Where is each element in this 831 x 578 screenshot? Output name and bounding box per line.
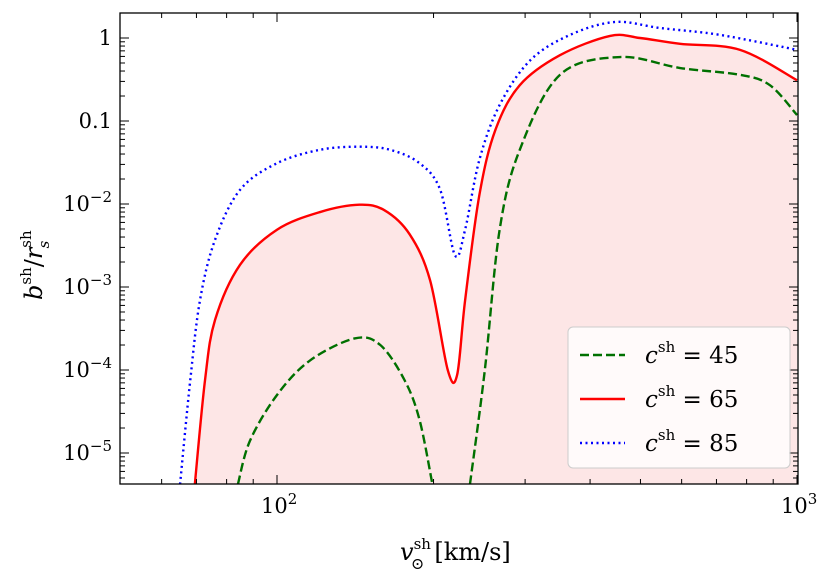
legend-item: csh = 65 <box>580 382 738 413</box>
legend-label: csh = 65 <box>645 382 738 413</box>
legend-label: csh = 85 <box>645 426 738 457</box>
series-line-c45 <box>236 336 434 484</box>
series-line-c65 <box>193 33 798 484</box>
legend-item: csh = 45 <box>580 338 738 369</box>
legend-label: csh = 45 <box>645 338 738 369</box>
y-tick-label: 10−5 <box>63 437 112 465</box>
x-tick-label: 102 <box>261 490 297 518</box>
x-tick-label: 103 <box>781 490 817 518</box>
ticks <box>120 13 798 484</box>
legend-item: csh = 85 <box>580 426 738 457</box>
y-axis-label: bsh/rshs <box>17 230 53 300</box>
y-tick-label: 10−3 <box>63 271 112 299</box>
legend: csh = 45 csh = 65 csh = 85 <box>567 326 791 469</box>
y-tick-label: 1 <box>99 26 112 50</box>
plot-frame <box>119 12 799 485</box>
y-tick-label: 0.1 <box>79 109 112 133</box>
y-tick-label: 10−4 <box>63 354 112 382</box>
y-tick-label: 10−2 <box>63 188 112 216</box>
legend-box <box>567 326 791 469</box>
series-line-c45 <box>468 55 798 484</box>
x-axis-label: vsh ⊙ [km/s] <box>400 535 511 573</box>
